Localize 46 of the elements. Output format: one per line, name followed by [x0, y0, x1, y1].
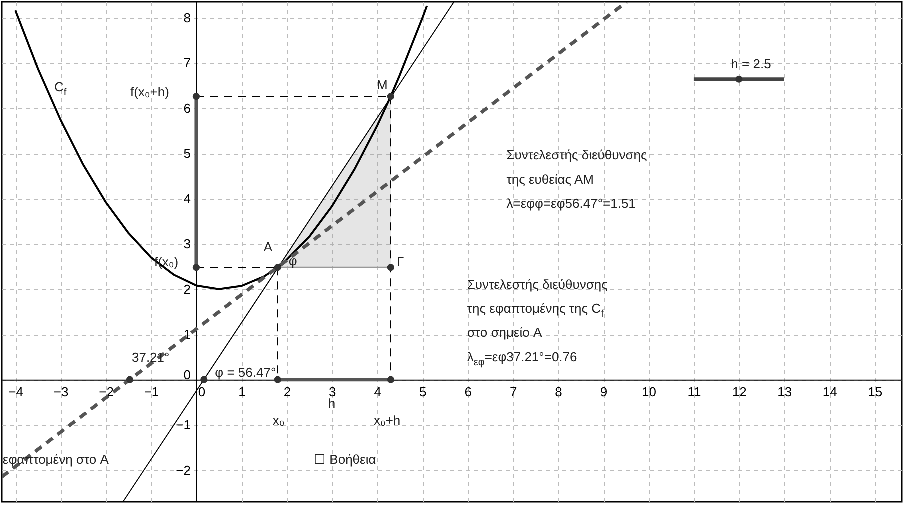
- annotation: f(x₀+h): [130, 84, 170, 100]
- x-tick-label: 5: [419, 384, 427, 400]
- x-tick-label: 14: [822, 384, 838, 400]
- annotation: M: [376, 78, 388, 93]
- annotation: A: [264, 240, 273, 255]
- annotation: στο σημείο A: [467, 325, 542, 340]
- y-tick-label: 5: [184, 146, 191, 162]
- x-tick-label: 1: [238, 384, 246, 400]
- annotation: 37.21°: [132, 350, 170, 365]
- y-tick-label: −1: [176, 418, 191, 433]
- annotation: Συντελεστής διεύθυνσης: [506, 147, 648, 162]
- x-tick-label: 10: [642, 384, 656, 400]
- x-tick-label: 2: [284, 384, 292, 400]
- x-tick-label: −2: [99, 384, 114, 400]
- y-tick-label: 8: [184, 10, 191, 26]
- annotation: φ = 56.47°: [215, 364, 276, 380]
- x-tick-label: −3: [54, 384, 69, 400]
- x-tick-label: −1: [144, 384, 160, 400]
- x-tick-label: 11: [688, 384, 702, 400]
- y-tick-label: 6: [184, 100, 191, 116]
- x-tick-label: 4: [374, 384, 382, 400]
- x-tick-label: 7: [510, 384, 518, 400]
- annotation: φ: [288, 254, 298, 269]
- annotation: της ευθείας ΑΜ: [506, 172, 594, 187]
- annotation: Συντελεστής διεύθυνσης: [467, 276, 608, 292]
- x-tick-label: 8: [555, 384, 562, 400]
- x-tick-label: 15: [868, 384, 883, 400]
- annotation: x₀+h: [374, 412, 401, 428]
- x-tick-label: 13: [778, 384, 792, 400]
- x-tick-label: 9: [600, 384, 608, 400]
- annotation: ☐ Βοήθεια: [314, 452, 377, 467]
- y-tick-label: −2: [176, 462, 191, 478]
- annotation: h = 2.5: [731, 56, 772, 72]
- annotation: λ=εφφ=εφ56.47°=1.51: [506, 196, 636, 211]
- y-tick-label: 3: [184, 236, 191, 252]
- y-tick-label: 7: [184, 56, 191, 71]
- x-tick-label: 6: [464, 384, 472, 400]
- y-tick-label: 2: [184, 282, 191, 297]
- annotation: Γ: [396, 254, 404, 270]
- x-tick-label: 12: [732, 384, 747, 400]
- y-tick-label: 4: [184, 191, 191, 206]
- x-tick-label: 0: [198, 384, 206, 400]
- annotation: x₀: [272, 412, 285, 428]
- y-tick-label: 0: [184, 367, 191, 382]
- annotation: εφαπτομένη στο A: [2, 452, 110, 467]
- x-tick-label: −4: [8, 384, 24, 400]
